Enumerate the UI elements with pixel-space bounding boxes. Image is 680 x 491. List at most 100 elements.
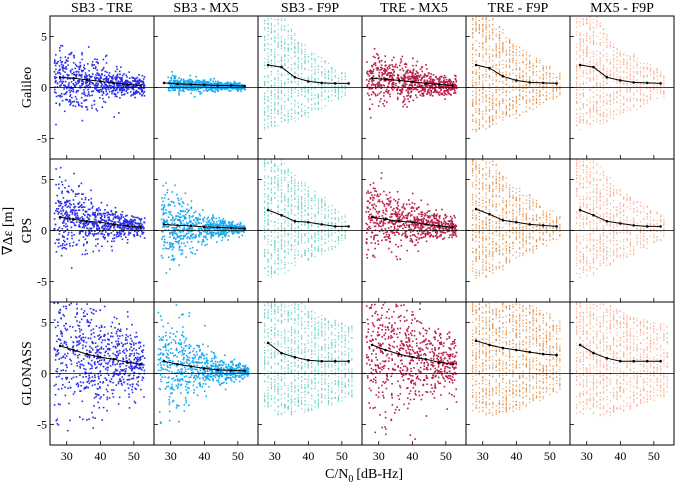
- data-point: [294, 51, 296, 53]
- data-point: [387, 92, 389, 94]
- data-point: [475, 19, 477, 21]
- data-point: [301, 76, 303, 78]
- data-point: [267, 43, 269, 45]
- data-point: [639, 94, 642, 96]
- data-point: [623, 61, 625, 63]
- data-point: [230, 83, 233, 85]
- data-point: [478, 83, 480, 85]
- data-point: [212, 87, 215, 89]
- data-point: [586, 5, 587, 6]
- data-point: [498, 80, 501, 83]
- data-point: [475, 61, 477, 63]
- data-point: [168, 89, 170, 92]
- data-point: [495, 98, 497, 100]
- data-point: [609, 74, 611, 76]
- data-point: [337, 85, 340, 87]
- data-point: [545, 94, 548, 97]
- data-point: [75, 216, 77, 218]
- data-point: [495, 80, 497, 82]
- data-point: [137, 79, 140, 82]
- data-point: [498, 94, 501, 96]
- data-point: [482, 77, 484, 79]
- data-point: [79, 232, 82, 234]
- data-point: [206, 82, 209, 85]
- data-point: [582, 51, 584, 53]
- data-point: [656, 69, 658, 71]
- data-point: [448, 87, 450, 90]
- data-point: [609, 93, 611, 96]
- data-point: [576, 125, 578, 127]
- data-point: [472, 90, 474, 93]
- data-point: [482, 5, 483, 6]
- data-point: [482, 80, 484, 82]
- data-point: [542, 66, 544, 68]
- data-point: [502, 92, 504, 94]
- data-point: [589, 114, 591, 116]
- data-point: [267, 127, 269, 129]
- data-point: [125, 90, 127, 93]
- data-point: [80, 96, 83, 99]
- data-point: [545, 84, 548, 86]
- data-point: [599, 110, 601, 112]
- data-point: [576, 14, 577, 15]
- data-point: [395, 63, 397, 66]
- data-point: [67, 220, 69, 223]
- data-point: [402, 69, 405, 72]
- median-point: [397, 79, 401, 82]
- data-point: [482, 34, 484, 36]
- data-point: [284, 74, 286, 76]
- data-point: [274, 102, 276, 105]
- data-point: [104, 55, 107, 58]
- data-point: [388, 82, 390, 84]
- data-point: [412, 77, 415, 80]
- data-point: [284, 46, 286, 49]
- data-point: [61, 68, 64, 70]
- data-point: [406, 106, 408, 108]
- data-point: [331, 100, 333, 102]
- data-point: [73, 56, 75, 59]
- data-point: [589, 122, 591, 125]
- data-point: [586, 121, 588, 123]
- data-point: [535, 98, 538, 100]
- data-point: [297, 64, 299, 66]
- data-point: [270, 90, 272, 92]
- data-point: [475, 118, 477, 120]
- data-point: [264, 120, 266, 122]
- data-point: [191, 85, 194, 87]
- data-point: [596, 85, 598, 87]
- data-point: [56, 86, 59, 88]
- data-point: [132, 93, 135, 96]
- data-point: [498, 68, 501, 71]
- data-point: [626, 55, 628, 57]
- data-point: [643, 76, 645, 78]
- data-point: [498, 61, 501, 63]
- data-point: [619, 91, 621, 93]
- data-point: [599, 44, 601, 46]
- data-point: [509, 102, 511, 104]
- data-point: [366, 61, 368, 63]
- data-point: [498, 63, 501, 65]
- data-point: [454, 85, 457, 88]
- data-point: [383, 95, 385, 97]
- data-point: [426, 68, 428, 70]
- data-point: [444, 82, 446, 85]
- data-point: [582, 118, 584, 121]
- data-point: [287, 24, 289, 26]
- data-point: [304, 61, 306, 63]
- data-point: [304, 60, 306, 62]
- data-point: [331, 71, 333, 73]
- data-point: [410, 78, 412, 80]
- scatter-points: [53, 166, 146, 269]
- data-point: [139, 235, 142, 238]
- data-point: [643, 95, 645, 97]
- data-point: [100, 76, 102, 78]
- data-point: [267, 110, 269, 112]
- data-point: [290, 92, 293, 94]
- data-point: [629, 77, 631, 80]
- data-point: [224, 83, 227, 85]
- data-point: [280, 106, 283, 108]
- median-point: [307, 80, 310, 83]
- data-point: [121, 77, 123, 79]
- data-point: [70, 51, 73, 54]
- data-point: [602, 68, 605, 71]
